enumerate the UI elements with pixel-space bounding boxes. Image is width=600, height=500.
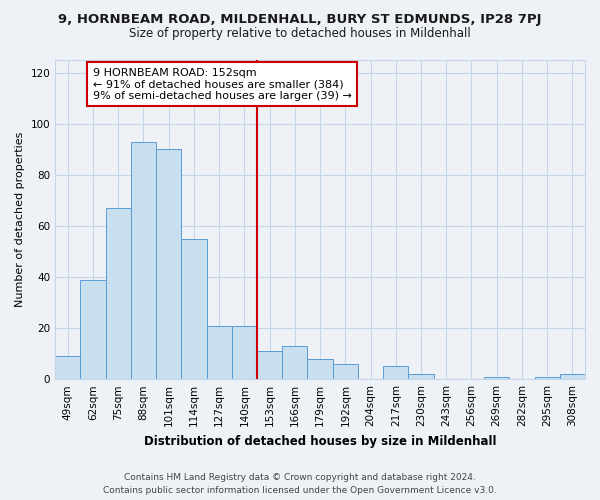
Bar bbox=[409, 374, 434, 379]
Bar bbox=[560, 374, 585, 379]
Bar bbox=[257, 351, 282, 379]
Text: Size of property relative to detached houses in Mildenhall: Size of property relative to detached ho… bbox=[129, 28, 471, 40]
Bar bbox=[484, 376, 509, 379]
Text: 9, HORNBEAM ROAD, MILDENHALL, BURY ST EDMUNDS, IP28 7PJ: 9, HORNBEAM ROAD, MILDENHALL, BURY ST ED… bbox=[58, 12, 542, 26]
Bar bbox=[80, 280, 106, 379]
Bar bbox=[131, 142, 156, 379]
Bar bbox=[332, 364, 358, 379]
Bar bbox=[307, 359, 332, 379]
Text: Contains HM Land Registry data © Crown copyright and database right 2024.
Contai: Contains HM Land Registry data © Crown c… bbox=[103, 473, 497, 495]
Y-axis label: Number of detached properties: Number of detached properties bbox=[15, 132, 25, 308]
Bar bbox=[206, 326, 232, 379]
Bar bbox=[282, 346, 307, 379]
Bar bbox=[106, 208, 131, 379]
Bar bbox=[55, 356, 80, 379]
Bar bbox=[232, 326, 257, 379]
Bar bbox=[181, 238, 206, 379]
Bar bbox=[383, 366, 409, 379]
Text: 9 HORNBEAM ROAD: 152sqm
← 91% of detached houses are smaller (384)
9% of semi-de: 9 HORNBEAM ROAD: 152sqm ← 91% of detache… bbox=[93, 68, 352, 101]
X-axis label: Distribution of detached houses by size in Mildenhall: Distribution of detached houses by size … bbox=[144, 434, 496, 448]
Bar bbox=[535, 376, 560, 379]
Bar bbox=[156, 150, 181, 379]
